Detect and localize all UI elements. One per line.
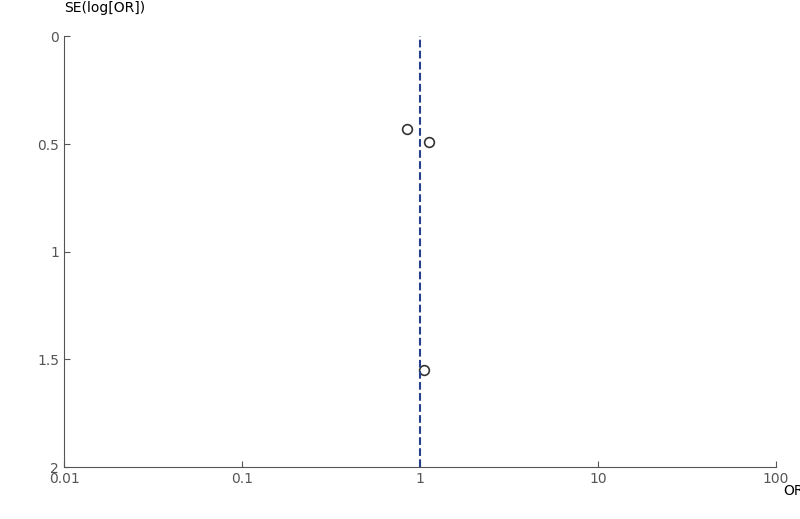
- Text: SE(log[OR]): SE(log[OR]): [64, 1, 145, 15]
- Text: OR: OR: [783, 484, 800, 498]
